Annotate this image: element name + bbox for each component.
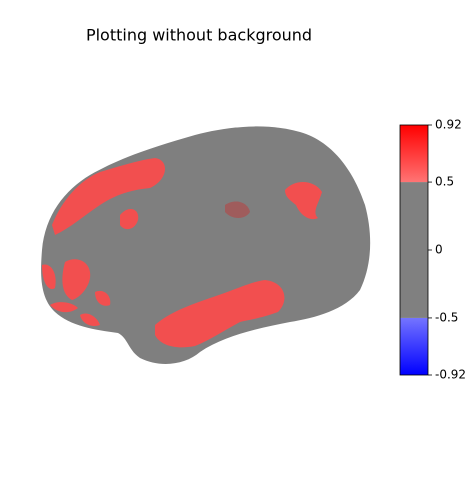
colorbar-high [400,125,428,183]
brain [41,126,371,364]
chart-title: Plotting without background [86,26,312,45]
colorbar-tick-label: -0.92 [435,368,466,382]
colorbar-tick-label: 0 [435,243,443,257]
colorbar-tick-label: 0.5 [435,175,454,189]
faint-blob [225,201,250,218]
colorbar-tick-label: 0.92 [435,118,462,132]
colorbar-mid [400,182,428,318]
activation-blobs [42,158,322,348]
colorbar-tick-label: -0.5 [435,310,458,324]
colorbar-low [400,317,428,375]
